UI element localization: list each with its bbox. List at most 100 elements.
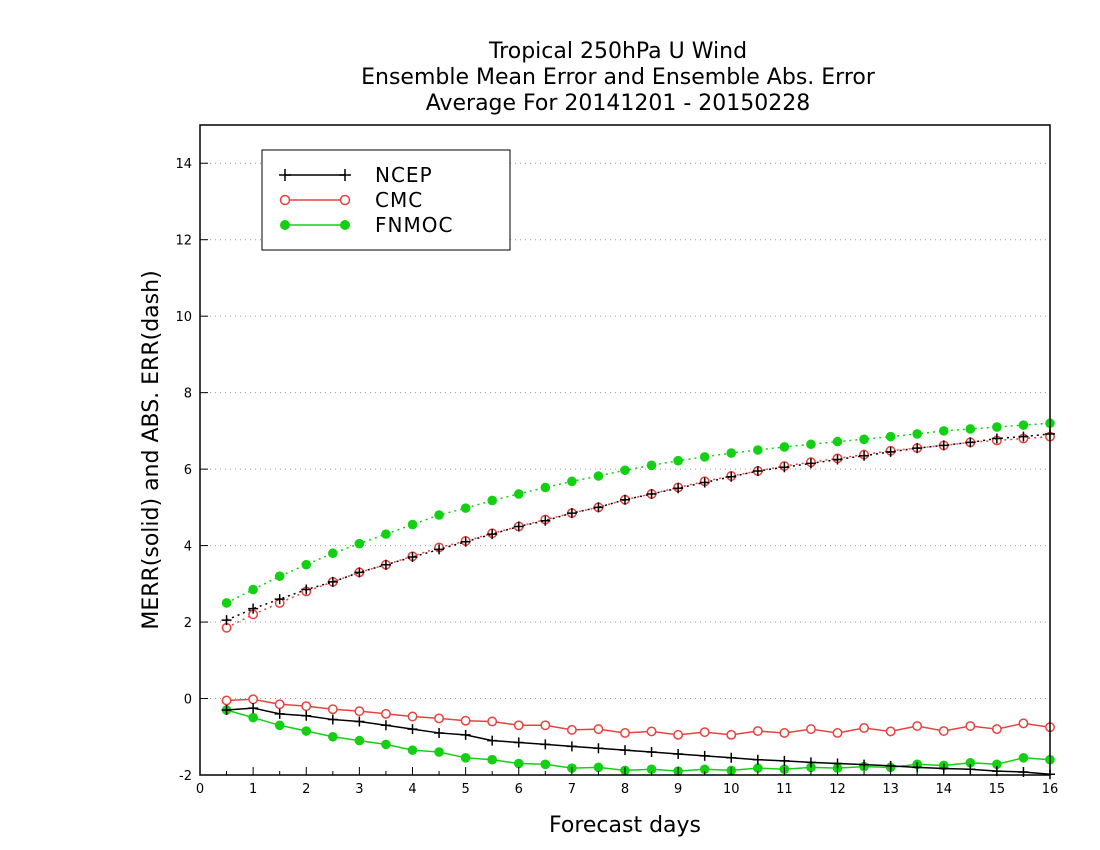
point-cmc-merr [460, 715, 471, 726]
point-ncep-merr [620, 745, 630, 756]
point-ncep-merr [779, 755, 790, 766]
point-ncep-merr [513, 737, 524, 748]
point-ncep-merr [327, 714, 338, 725]
point-ncep-merr [859, 759, 870, 770]
point-ncep-merr [726, 752, 737, 763]
point-ncep-merr [593, 743, 604, 754]
point-cmc-merr [938, 726, 949, 736]
series-fnmoc-merr [221, 705, 1055, 776]
point-fnmoc-abs-err [248, 584, 258, 595]
point-fnmoc-merr [593, 762, 604, 773]
point-fnmoc-abs-err [328, 548, 338, 559]
point-ncep-abs-err [859, 450, 870, 461]
point-fnmoc-abs-err [301, 559, 312, 570]
y-tick-label: 12 [175, 234, 192, 249]
point-ncep-abs-err [832, 454, 843, 465]
point-fnmoc-abs-err [221, 598, 232, 608]
point-fnmoc-merr [274, 720, 285, 731]
legend-entry-cmc: CMC [279, 188, 423, 212]
point-cmc-merr [1018, 718, 1029, 729]
point-fnmoc-abs-err [513, 489, 524, 499]
x-tick-label: 10 [723, 782, 740, 797]
line-cmc-merr [226, 698, 1051, 736]
point-fnmoc-abs-err [992, 422, 1002, 432]
x-tick-label: 2 [302, 782, 310, 797]
point-ncep-abs-err [274, 594, 285, 605]
point-ncep-merr [460, 729, 471, 740]
point-fnmoc-abs-err [912, 429, 922, 439]
point-ncep-merr [221, 705, 232, 715]
point-ncep-merr [407, 724, 418, 735]
point-cmc-merr [991, 724, 1002, 735]
point-fnmoc-merr [434, 747, 444, 757]
point-ncep-abs-err [805, 458, 816, 469]
legend-marker-fnmoc-right [340, 220, 350, 230]
point-fnmoc-abs-err [806, 439, 816, 450]
point-cmc-merr [274, 699, 285, 710]
point-cmc-merr [699, 727, 710, 738]
legend-marker-fnmoc-left [280, 220, 290, 230]
point-cmc-merr [885, 726, 896, 737]
x-tick-label: 5 [461, 782, 469, 797]
point-ncep-merr [566, 741, 577, 752]
x-axis-ticks: 0 1 2 3 4 5 6 7 8 9 10 11 12 13 14 15 16 [196, 767, 1058, 797]
line-fnmoc-merr [226, 709, 1051, 772]
point-cmc-merr [673, 729, 684, 740]
point-cmc-merr [380, 708, 391, 719]
x-tick-label: 15 [989, 782, 1006, 797]
point-fnmoc-abs-err [567, 476, 577, 487]
chart-title: Tropical 250hPa U Wind Ensemble Mean Err… [361, 39, 876, 116]
point-fnmoc-abs-err [646, 460, 657, 471]
x-tick-label: 16 [1042, 782, 1059, 797]
point-fnmoc-merr [513, 758, 524, 769]
point-ncep-abs-err [434, 544, 445, 555]
point-fnmoc-abs-err [487, 495, 497, 506]
point-fnmoc-abs-err [779, 442, 790, 452]
point-ncep-abs-err [965, 437, 976, 448]
point-fnmoc-merr [753, 763, 763, 773]
legend-label-cmc: CMC [375, 188, 423, 212]
legend-entry-ncep: NCEP [279, 163, 433, 187]
point-fnmoc-abs-err [274, 571, 285, 581]
point-cmc-merr [965, 721, 976, 732]
x-tick-label: 3 [355, 782, 363, 797]
x-tick-label: 4 [408, 782, 416, 797]
point-fnmoc-merr [407, 745, 418, 755]
point-ncep-merr [646, 747, 657, 758]
y-tick-label: 4 [184, 540, 192, 555]
point-ncep-merr [912, 762, 923, 773]
legend: NCEP CMC FNMOC [261, 149, 511, 251]
x-tick-label: 0 [196, 782, 204, 797]
point-ncep-merr [380, 720, 391, 731]
point-ncep-abs-err [248, 603, 259, 614]
point-fnmoc-merr [354, 735, 365, 746]
point-fnmoc-abs-err [859, 434, 869, 445]
point-ncep-abs-err [726, 471, 737, 482]
legend-label-ncep: NCEP [375, 163, 433, 187]
point-ncep-merr [832, 758, 843, 769]
x-tick-label: 8 [621, 782, 629, 797]
point-ncep-abs-err [593, 502, 604, 513]
x-tick-label: 11 [776, 782, 793, 797]
point-fnmoc-abs-err [434, 510, 444, 520]
legend-marker-ncep [279, 169, 351, 181]
point-ncep-abs-err [487, 529, 498, 540]
point-ncep-abs-err [938, 440, 949, 451]
y-tick-label: -2 [179, 769, 192, 784]
line-fnmoc-abs-err [226, 422, 1051, 604]
point-cmc-merr [566, 724, 577, 735]
point-cmc-merr [301, 701, 312, 712]
point-ncep-merr [301, 710, 312, 721]
point-ncep-merr [540, 739, 551, 750]
point-ncep-abs-err [460, 536, 471, 547]
point-cmc-merr [221, 695, 232, 706]
point-fnmoc-abs-err [540, 482, 551, 493]
point-cmc-merr [620, 727, 630, 738]
point-ncep-abs-err [354, 567, 365, 578]
point-fnmoc-merr [248, 712, 258, 723]
series-cmc-merr [221, 694, 1055, 740]
point-ncep-abs-err [301, 584, 312, 595]
legend-marker-cmc-right [339, 194, 351, 206]
point-fnmoc-merr [646, 764, 657, 775]
